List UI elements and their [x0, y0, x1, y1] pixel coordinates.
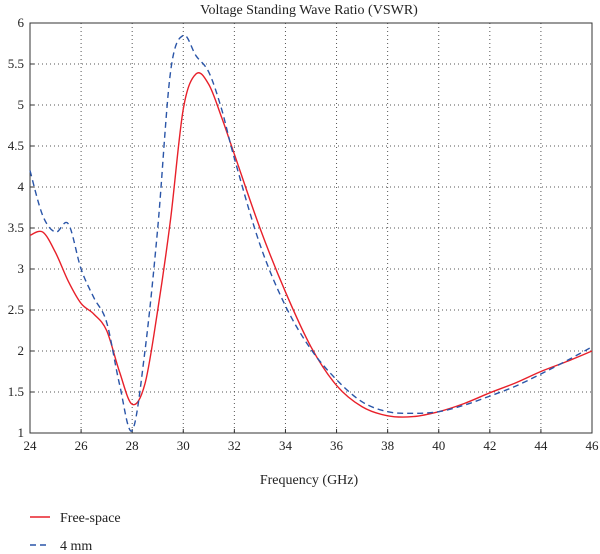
x-tick-label: 46 — [586, 438, 600, 453]
x-tick-label: 34 — [279, 438, 293, 453]
legend: Free-space 4 mm — [30, 511, 121, 554]
chart-title: Voltage Standing Wave Ratio (VSWR) — [200, 3, 418, 18]
x-tick-label: 38 — [381, 438, 394, 453]
grid-layer — [30, 23, 592, 433]
x-tick-label: 32 — [228, 438, 241, 453]
x-tick-label: 44 — [534, 438, 548, 453]
y-tick-label: 1 — [18, 425, 25, 440]
y-tick-label: 2 — [18, 343, 25, 358]
series-layer — [29, 34, 593, 432]
y-tick-label: 4 — [18, 179, 25, 194]
y-tick-label: 5.5 — [8, 56, 24, 71]
x-tick-label: 24 — [24, 438, 38, 453]
legend-label-free-space: Free-space — [60, 511, 121, 526]
x-tick-label: 42 — [483, 438, 496, 453]
y-tick-label: 5 — [18, 97, 25, 112]
series-line-4-mm — [29, 34, 593, 432]
x-tick-label: 30 — [177, 438, 190, 453]
tick-layer: 24 26 28 30 32 34 36 38 40 42 44 46 1 1.5 2 2.5 3 3.5 4 4.5… — [8, 15, 599, 453]
y-tick-label: 4.5 — [8, 138, 24, 153]
series-line-free-space — [29, 72, 593, 418]
y-tick-label: 3 — [18, 261, 25, 276]
y-tick-label: 2.5 — [8, 302, 24, 317]
x-tick-label: 36 — [330, 438, 344, 453]
y-tick-label: 1.5 — [8, 384, 24, 399]
x-tick-label: 28 — [126, 438, 139, 453]
x-tick-label: 26 — [75, 438, 89, 453]
legend-label-4-mm: 4 mm — [60, 539, 92, 554]
y-tick-label: 3.5 — [8, 220, 24, 235]
y-tick-label: 6 — [18, 15, 25, 30]
x-tick-label: 40 — [432, 438, 445, 453]
x-axis-label: Frequency (GHz) — [260, 473, 359, 488]
